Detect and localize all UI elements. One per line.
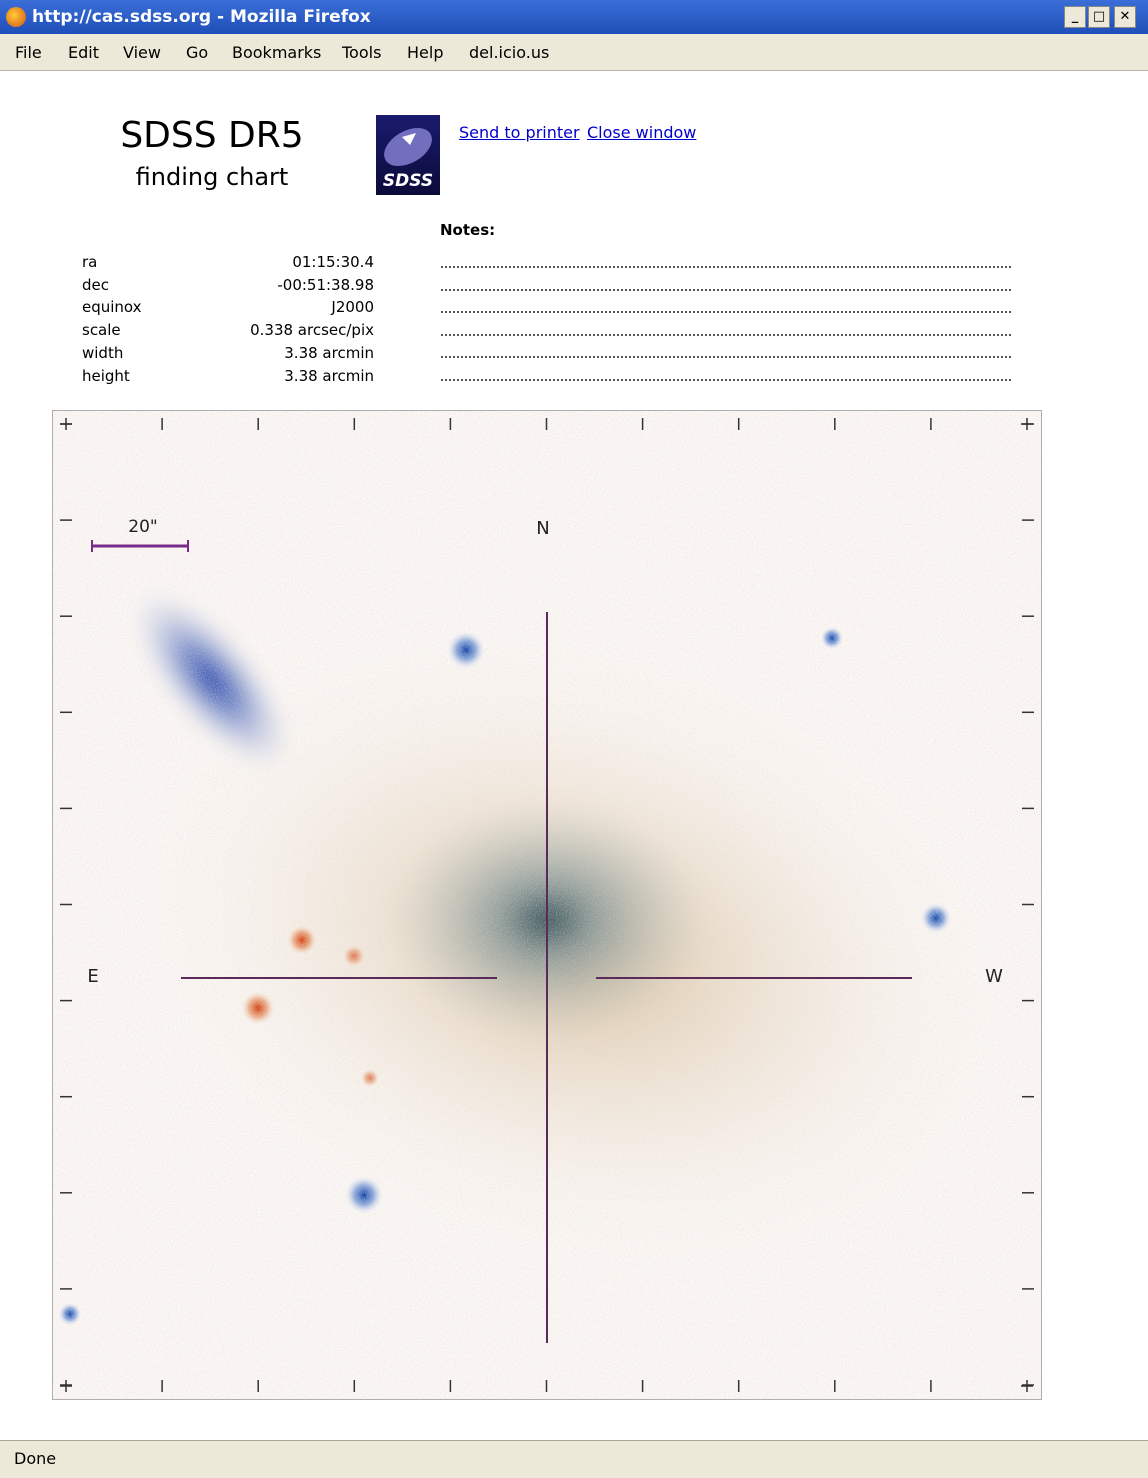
close-link[interactable]: Close window bbox=[587, 123, 696, 142]
notes-line bbox=[441, 266, 1011, 268]
minimize-button[interactable]: _ bbox=[1064, 6, 1086, 28]
finding-chart-image: 20" N S E W bbox=[52, 410, 1042, 1400]
sdss-logo: SDSS bbox=[376, 115, 440, 195]
param-label: equinox bbox=[82, 298, 142, 316]
notes-label: Notes: bbox=[440, 221, 495, 239]
scale-label: 20" bbox=[128, 517, 157, 537]
param-value: 0.338 arcsec/pix bbox=[154, 321, 374, 339]
param-value: J2000 bbox=[154, 298, 374, 316]
param-label: ra bbox=[82, 253, 97, 271]
close-button[interactable]: ✕ bbox=[1114, 6, 1136, 28]
menu-item[interactable]: Tools bbox=[342, 43, 381, 62]
logo-text: SDSS bbox=[376, 171, 440, 191]
notes-line bbox=[441, 311, 1011, 313]
param-value: 3.38 arcmin bbox=[154, 367, 374, 385]
page-subtitle: finding chart bbox=[62, 163, 362, 191]
notes-line bbox=[441, 289, 1011, 291]
page-title: SDSS DR5 bbox=[62, 115, 362, 156]
param-value: -00:51:38.98 bbox=[154, 276, 374, 294]
menu-item[interactable]: Go bbox=[186, 43, 208, 62]
firefox-icon bbox=[6, 7, 26, 27]
param-value: 01:15:30.4 bbox=[154, 253, 374, 271]
maximize-button[interactable]: □ bbox=[1088, 6, 1110, 28]
title-bar: http://cas.sdss.org - Mozilla Firefox _ … bbox=[0, 0, 1148, 34]
direction-label: N bbox=[536, 518, 549, 539]
print-link[interactable]: Send to printer bbox=[459, 123, 580, 142]
menu-item[interactable]: del.icio.us bbox=[469, 43, 549, 62]
status-bar: Done bbox=[0, 1440, 1148, 1478]
direction-label: W bbox=[985, 966, 1003, 987]
status-text: Done bbox=[14, 1449, 56, 1468]
param-label: scale bbox=[82, 321, 121, 339]
window-title: http://cas.sdss.org - Mozilla Firefox bbox=[32, 7, 371, 27]
notes-line bbox=[441, 356, 1011, 358]
browser-window: http://cas.sdss.org - Mozilla Firefox _ … bbox=[0, 0, 1148, 1477]
param-label: dec bbox=[82, 276, 109, 294]
param-value: 3.38 arcmin bbox=[154, 344, 374, 362]
menu-bar: File Edit View Go Bookmarks Tools Help d… bbox=[0, 34, 1148, 71]
notes-line bbox=[441, 334, 1011, 336]
notes-line bbox=[441, 379, 1011, 381]
param-label: width bbox=[82, 344, 123, 362]
param-label: height bbox=[82, 367, 130, 385]
page-content: SDSS DR5 finding chart SDSS Send to prin… bbox=[0, 71, 1148, 1440]
menu-item[interactable]: Help bbox=[407, 43, 443, 62]
menu-item[interactable]: View bbox=[123, 43, 161, 62]
direction-label: E bbox=[87, 966, 98, 987]
menu-item[interactable]: Edit bbox=[68, 43, 99, 62]
menu-item[interactable]: Bookmarks bbox=[232, 43, 321, 62]
menu-item[interactable]: File bbox=[15, 43, 42, 62]
